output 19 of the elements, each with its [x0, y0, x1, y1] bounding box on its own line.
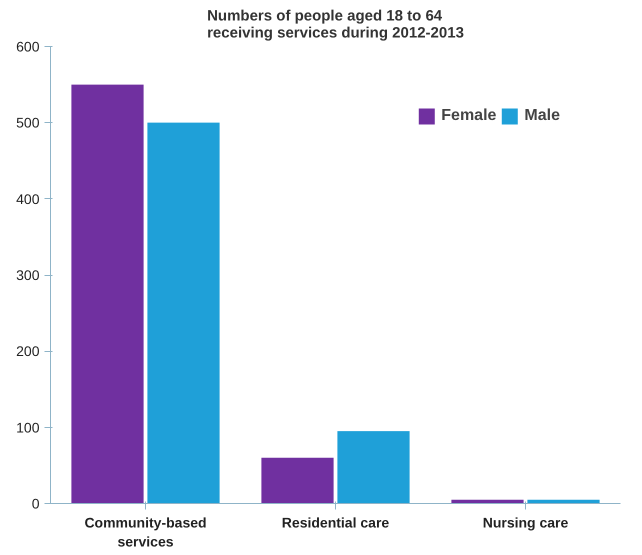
- y-tick-label: 100: [16, 419, 40, 436]
- y-tick-label: 400: [16, 190, 40, 207]
- bar: [451, 500, 524, 504]
- chart-title: Numbers of people aged 18 to 64 receiving services during 2012-2013: [207, 8, 464, 42]
- legend-label: Female: [441, 107, 496, 125]
- legend-label: Male: [524, 107, 560, 125]
- bar: [337, 431, 410, 504]
- bar: [261, 458, 334, 504]
- y-tick-label: 0: [32, 496, 40, 512]
- bar: [71, 84, 144, 504]
- x-tick-label: Nursing care: [482, 514, 569, 530]
- y-tick-label: 200: [16, 343, 40, 360]
- y-tick-label: 600: [16, 38, 40, 54]
- x-tick-label: Residential care: [282, 514, 390, 530]
- bar: [147, 122, 220, 504]
- y-tick-label: 300: [16, 267, 40, 283]
- y-tick-label: 500: [16, 114, 40, 131]
- bar: [527, 500, 600, 504]
- x-tick-label: Community-based services: [84, 514, 207, 550]
